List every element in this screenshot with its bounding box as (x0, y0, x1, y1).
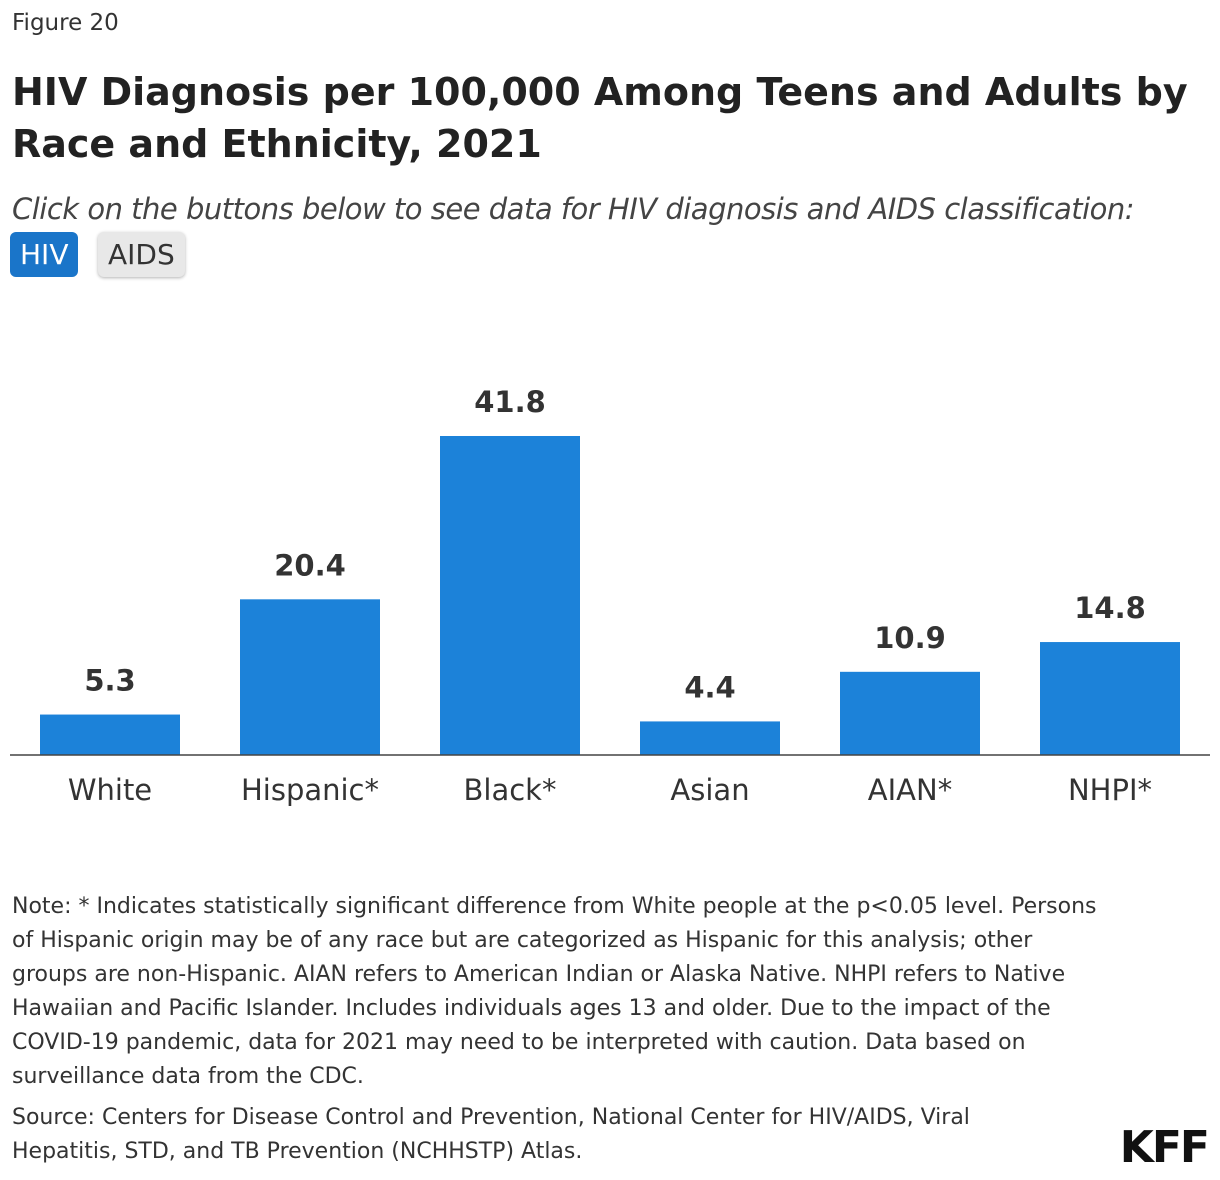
value-label: 41.8 (474, 385, 546, 419)
figure-label: Figure 20 (12, 10, 119, 36)
bar (440, 436, 580, 755)
x-tick-label: Hispanic* (241, 773, 379, 807)
toggle-button[interactable]: HIV (10, 232, 79, 277)
logo: KFF (1119, 1122, 1210, 1173)
chart: 5.3 White 20.4 Hispanic* 41.8 Black* 4.4 Asian 1… (10, 385, 1210, 807)
value-label: 14.8 (1074, 591, 1146, 625)
bar (640, 721, 780, 755)
toggle-button[interactable]: AIDS (98, 232, 185, 277)
bar (40, 714, 180, 755)
x-tick-label: White (68, 773, 152, 807)
bar (240, 599, 380, 755)
source: Source: Centers for Disease Control and … (12, 1105, 970, 1164)
value-label: 5.3 (84, 664, 135, 698)
x-tick-label: AIAN* (868, 773, 952, 807)
value-label: 20.4 (274, 548, 346, 582)
x-tick-label: NHPI* (1068, 773, 1152, 807)
value-label: 10.9 (874, 621, 946, 655)
subtitle: Click on the buttons below to see data f… (12, 192, 1135, 226)
x-tick-label: Asian (670, 773, 749, 807)
bar (1040, 642, 1180, 755)
note: Note: * Indicates statistically signific… (12, 894, 1097, 1089)
chart-title: HIV Diagnosis per 100,000 Among Teens an… (12, 70, 1188, 166)
x-tick-label: Black* (464, 773, 557, 807)
value-label: 4.4 (684, 670, 735, 704)
bar (840, 671, 980, 755)
